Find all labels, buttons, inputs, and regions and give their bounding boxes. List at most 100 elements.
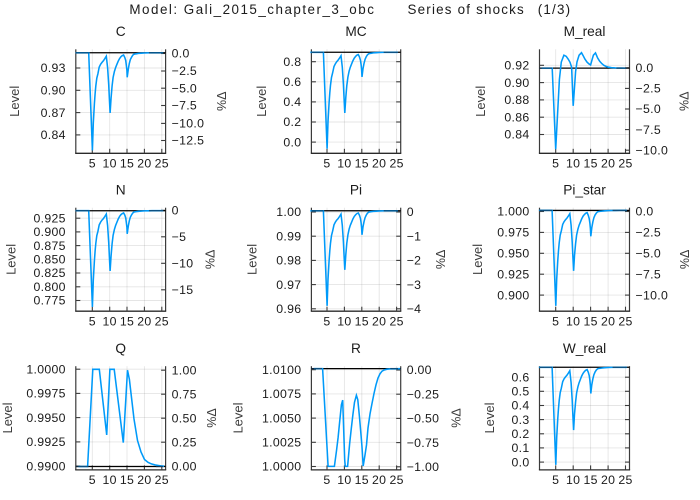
svg-text:−5.0: −5.0 bbox=[636, 247, 661, 261]
svg-text:25: 25 bbox=[618, 156, 632, 170]
svg-text:0.86: 0.86 bbox=[504, 110, 529, 124]
svg-text:0.825: 0.825 bbox=[34, 266, 66, 280]
svg-text:%Δ: %Δ bbox=[678, 92, 692, 111]
svg-text:10: 10 bbox=[566, 473, 580, 487]
svg-text:0.90: 0.90 bbox=[41, 84, 66, 98]
svg-text:1.00: 1.00 bbox=[172, 363, 197, 377]
svg-text:1.0050: 1.0050 bbox=[262, 411, 301, 425]
svg-text:1.000: 1.000 bbox=[497, 205, 529, 219]
svg-text:20: 20 bbox=[601, 314, 615, 328]
svg-text:0.75: 0.75 bbox=[172, 387, 197, 401]
svg-text:10: 10 bbox=[337, 473, 351, 487]
svg-text:25: 25 bbox=[155, 156, 169, 170]
svg-text:Level: Level bbox=[245, 244, 260, 275]
svg-text:10: 10 bbox=[337, 156, 351, 170]
svg-text:−4: −4 bbox=[407, 302, 422, 316]
svg-text:20: 20 bbox=[372, 156, 386, 170]
svg-text:0.9925: 0.9925 bbox=[26, 435, 65, 449]
svg-text:1.00: 1.00 bbox=[276, 205, 301, 219]
svg-text:−2.5: −2.5 bbox=[636, 82, 661, 96]
svg-text:Level: Level bbox=[7, 86, 22, 117]
svg-text:10: 10 bbox=[337, 314, 351, 328]
svg-text:0.50: 0.50 bbox=[172, 411, 197, 425]
svg-text:−5: −5 bbox=[172, 230, 187, 244]
svg-text:25: 25 bbox=[618, 473, 632, 487]
svg-text:−0.50: −0.50 bbox=[407, 412, 440, 426]
svg-text:0.84: 0.84 bbox=[41, 128, 66, 142]
svg-text:5: 5 bbox=[89, 156, 96, 170]
svg-text:−2.5: −2.5 bbox=[172, 64, 197, 78]
svg-text:−10.0: −10.0 bbox=[172, 117, 205, 131]
svg-text:20: 20 bbox=[137, 473, 151, 487]
svg-text:0.8: 0.8 bbox=[283, 55, 301, 69]
svg-text:Level: Level bbox=[482, 402, 497, 433]
svg-text:15: 15 bbox=[583, 314, 597, 328]
svg-text:0.87: 0.87 bbox=[41, 106, 66, 120]
svg-text:0.93: 0.93 bbox=[41, 61, 66, 75]
svg-text:0.25: 0.25 bbox=[172, 435, 197, 449]
svg-text:0.875: 0.875 bbox=[34, 239, 66, 253]
svg-text:−2: −2 bbox=[407, 254, 422, 268]
svg-text:1.0025: 1.0025 bbox=[262, 436, 301, 450]
svg-text:15: 15 bbox=[355, 156, 369, 170]
svg-text:N: N bbox=[116, 182, 126, 197]
svg-text:−0.75: −0.75 bbox=[407, 436, 440, 450]
svg-text:0.96: 0.96 bbox=[276, 302, 301, 316]
svg-text:Level: Level bbox=[4, 244, 19, 275]
svg-text:−3: −3 bbox=[407, 278, 422, 292]
svg-text:5: 5 bbox=[89, 314, 96, 328]
svg-text:0.900: 0.900 bbox=[34, 225, 66, 239]
svg-text:%Δ: %Δ bbox=[205, 408, 219, 427]
svg-text:15: 15 bbox=[355, 473, 369, 487]
svg-text:25: 25 bbox=[389, 314, 403, 328]
svg-text:0.0: 0.0 bbox=[172, 47, 190, 61]
svg-text:10: 10 bbox=[103, 473, 117, 487]
svg-text:1.0000: 1.0000 bbox=[26, 362, 65, 376]
svg-text:%Δ: %Δ bbox=[204, 250, 218, 269]
svg-text:Pi_star: Pi_star bbox=[563, 182, 606, 197]
svg-text:Level: Level bbox=[0, 402, 15, 433]
svg-text:25: 25 bbox=[389, 473, 403, 487]
svg-text:0.925: 0.925 bbox=[497, 267, 529, 281]
svg-text:0.84: 0.84 bbox=[504, 128, 529, 142]
svg-text:Pi: Pi bbox=[350, 182, 362, 197]
svg-text:0.9950: 0.9950 bbox=[26, 411, 65, 425]
svg-text:0.2: 0.2 bbox=[512, 427, 530, 441]
svg-text:0: 0 bbox=[172, 204, 179, 218]
svg-text:20: 20 bbox=[137, 156, 151, 170]
svg-text:−7.5: −7.5 bbox=[172, 99, 197, 113]
svg-text:Level: Level bbox=[231, 402, 246, 433]
svg-text:0.850: 0.850 bbox=[34, 253, 66, 267]
svg-text:0.6: 0.6 bbox=[283, 75, 301, 89]
svg-text:0.900: 0.900 bbox=[497, 288, 529, 302]
svg-text:1.0075: 1.0075 bbox=[262, 387, 301, 401]
svg-text:15: 15 bbox=[355, 314, 369, 328]
svg-text:20: 20 bbox=[372, 473, 386, 487]
svg-text:20: 20 bbox=[601, 473, 615, 487]
svg-text:5: 5 bbox=[552, 473, 559, 487]
svg-text:0.925: 0.925 bbox=[34, 211, 66, 225]
svg-text:5: 5 bbox=[552, 314, 559, 328]
svg-text:25: 25 bbox=[155, 473, 169, 487]
svg-text:0.9975: 0.9975 bbox=[26, 387, 65, 401]
svg-text:25: 25 bbox=[155, 314, 169, 328]
svg-text:0.0: 0.0 bbox=[636, 205, 654, 219]
svg-text:%Δ: %Δ bbox=[450, 408, 464, 427]
svg-text:−7.5: −7.5 bbox=[636, 267, 661, 281]
svg-text:0.0: 0.0 bbox=[512, 455, 530, 469]
svg-text:%Δ: %Δ bbox=[678, 250, 692, 269]
svg-text:0.4: 0.4 bbox=[283, 95, 301, 109]
svg-text:W_real: W_real bbox=[563, 341, 606, 356]
svg-text:%Δ: %Δ bbox=[215, 92, 229, 111]
svg-text:0.2: 0.2 bbox=[283, 115, 301, 129]
svg-text:%Δ: %Δ bbox=[434, 250, 448, 269]
svg-text:25: 25 bbox=[618, 314, 632, 328]
svg-text:5: 5 bbox=[323, 314, 330, 328]
svg-text:5: 5 bbox=[89, 473, 96, 487]
svg-text:Model: Gali_2015_chapter_3_obc: Model: Gali_2015_chapter_3_obc bbox=[129, 2, 375, 17]
svg-text:0.92: 0.92 bbox=[504, 59, 529, 73]
svg-text:MC: MC bbox=[345, 24, 366, 39]
svg-text:0.5: 0.5 bbox=[512, 385, 530, 399]
svg-text:15: 15 bbox=[120, 473, 134, 487]
svg-text:C: C bbox=[116, 24, 126, 39]
